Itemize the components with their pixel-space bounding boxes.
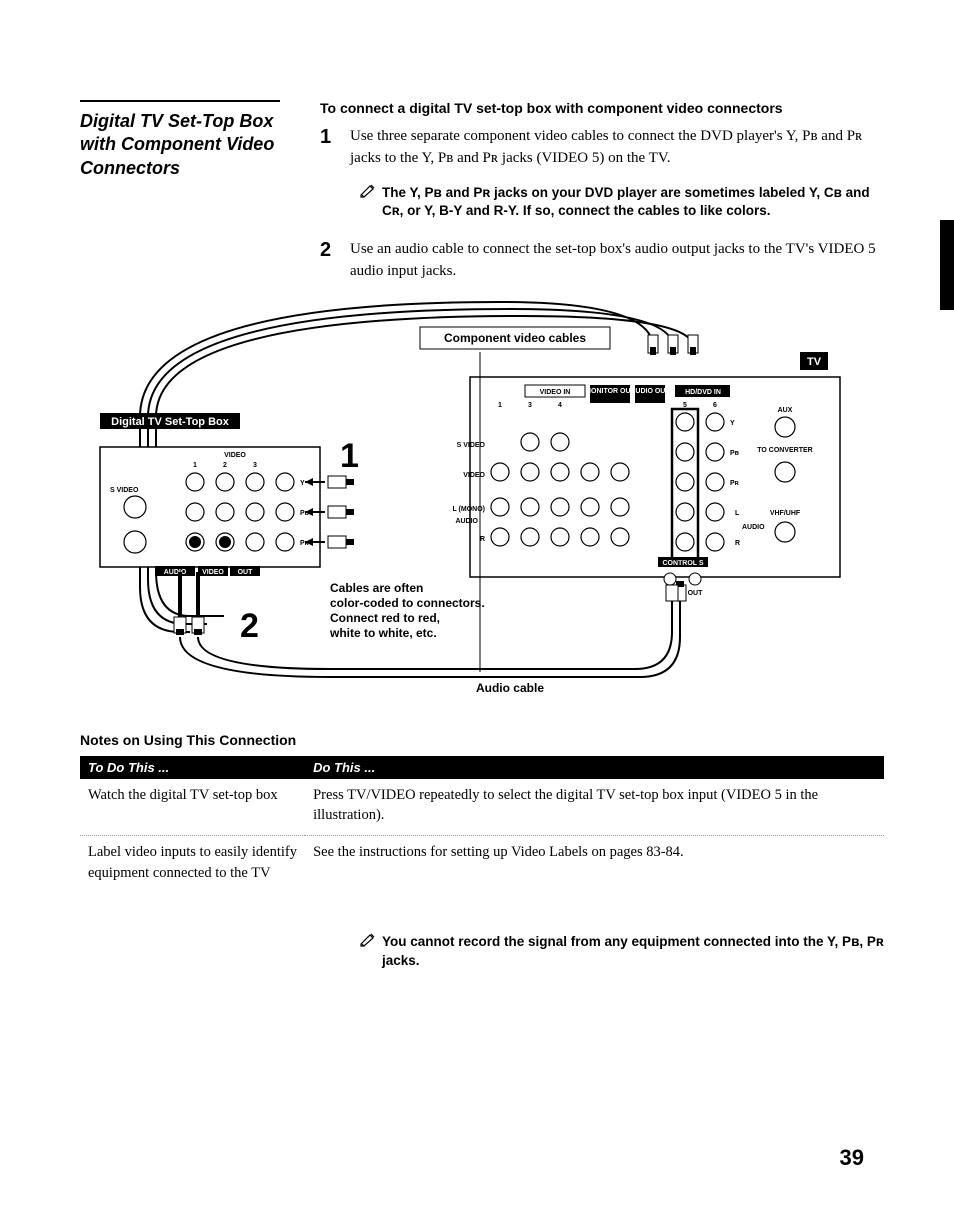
svg-text:Pʙ: Pʙ <box>730 450 740 457</box>
diagram-tv-badge: TV <box>807 356 822 368</box>
table-cell-todo: Label video inputs to easily identify eq… <box>80 836 305 893</box>
svg-text:TO CONVERTER: TO CONVERTER <box>757 447 813 454</box>
step-number: 2 <box>320 239 350 283</box>
svg-text:L: L <box>735 510 740 517</box>
svg-text:VHF/UHF: VHF/UHF <box>770 510 801 517</box>
svg-text:AUDIO: AUDIO <box>164 569 187 576</box>
svg-text:VIDEO: VIDEO <box>463 472 485 479</box>
table-cell-dothis: See the instructions for setting up Vide… <box>305 836 884 893</box>
svg-text:CONTROL S: CONTROL S <box>662 560 703 567</box>
svg-text:AUDIO: AUDIO <box>455 518 478 525</box>
usage-table: To Do This ... Do This ... Watch the dig… <box>80 756 884 893</box>
diagram-big-1: 1 <box>340 437 359 475</box>
cable-plug-icon <box>648 335 698 355</box>
svg-text:OUT: OUT <box>688 590 704 597</box>
svg-text:color-coded to connectors.: color-coded to connectors. <box>330 596 485 610</box>
svg-text:1: 1 <box>498 402 502 409</box>
note-block-2: You cannot record the signal from any eq… <box>360 933 884 971</box>
step-text: Use an audio cable to connect the set-to… <box>350 239 884 283</box>
svg-text:R: R <box>735 540 740 547</box>
svg-text:1: 1 <box>193 462 197 469</box>
svg-text:3: 3 <box>528 402 532 409</box>
diagram-big-2: 2 <box>240 607 259 645</box>
diagram-settop-badge: Digital TV Set-Top Box <box>111 416 230 428</box>
step-number: 1 <box>320 126 350 170</box>
note-block-1: The Y, Pʙ and Pʀ jacks on your DVD playe… <box>360 184 884 222</box>
svg-text:2: 2 <box>223 462 227 469</box>
diagram-audio-cable-label: Audio cable <box>476 681 544 695</box>
svg-text:white to white, etc.: white to white, etc. <box>329 626 437 640</box>
manual-page: Digital TV Set-Top Box with Component Vi… <box>50 40 904 971</box>
svg-text:AUDIO: AUDIO <box>742 524 765 531</box>
svg-text:3: 3 <box>253 462 257 469</box>
svg-text:VIDEO: VIDEO <box>224 452 246 459</box>
notes-heading: Notes on Using This Connection <box>80 732 884 748</box>
svg-text:R: R <box>480 536 485 543</box>
page-edge-tab <box>940 220 954 310</box>
svg-text:4: 4 <box>558 402 562 409</box>
table-row: Label video inputs to easily identify eq… <box>80 836 884 893</box>
svg-text:S VIDEO: S VIDEO <box>110 487 139 494</box>
note-text: The Y, Pʙ and Pʀ jacks on your DVD playe… <box>382 184 884 222</box>
table-header-todo: To Do This ... <box>80 756 305 779</box>
svg-text:MONITOR OUT: MONITOR OUT <box>585 388 635 395</box>
pencil-icon <box>360 184 382 222</box>
svg-text:VIDEO: VIDEO <box>202 569 224 576</box>
svg-text:Y: Y <box>300 480 305 487</box>
procedure-heading: To connect a digital TV set-top box with… <box>320 100 884 116</box>
svg-text:Cables are often: Cables are often <box>330 581 423 595</box>
connection-diagram: Component video cables TV VIDE <box>80 297 884 702</box>
svg-text:AUDIO OUT: AUDIO OUT <box>630 388 670 395</box>
pencil-icon <box>360 933 382 971</box>
table-cell-todo: Watch the digital TV set-top box <box>80 779 305 836</box>
step-2: 2 Use an audio cable to connect the set-… <box>320 239 884 283</box>
note-text: You cannot record the signal from any eq… <box>382 933 884 971</box>
section-title: Digital TV Set-Top Box with Component Vi… <box>80 100 280 180</box>
svg-text:VIDEO IN: VIDEO IN <box>540 389 571 396</box>
svg-text:OUT: OUT <box>238 569 254 576</box>
table-header-dothis: Do This ... <box>305 756 884 779</box>
step-text: Use three separate component video cable… <box>350 126 884 170</box>
notes-section: Notes on Using This Connection To Do Thi… <box>80 732 884 893</box>
table-cell-dothis: Press TV/VIDEO repeatedly to select the … <box>305 779 884 836</box>
svg-text:Pʀ: Pʀ <box>730 480 740 487</box>
step-1: 1 Use three separate component video cab… <box>320 126 884 170</box>
page-number: 39 <box>840 1145 864 1171</box>
svg-text:S VIDEO: S VIDEO <box>457 442 486 449</box>
table-row: Watch the digital TV set-top box Press T… <box>80 779 884 836</box>
svg-text:Y: Y <box>730 420 735 427</box>
svg-text:Connect red to red,: Connect red to red, <box>330 611 440 625</box>
svg-text:6: 6 <box>713 402 717 409</box>
svg-text:AUX: AUX <box>778 407 793 414</box>
main-column: To connect a digital TV set-top box with… <box>320 40 884 971</box>
svg-text:HD/DVD IN: HD/DVD IN <box>685 389 721 396</box>
diagram-label-component-cables: Component video cables <box>444 331 586 345</box>
